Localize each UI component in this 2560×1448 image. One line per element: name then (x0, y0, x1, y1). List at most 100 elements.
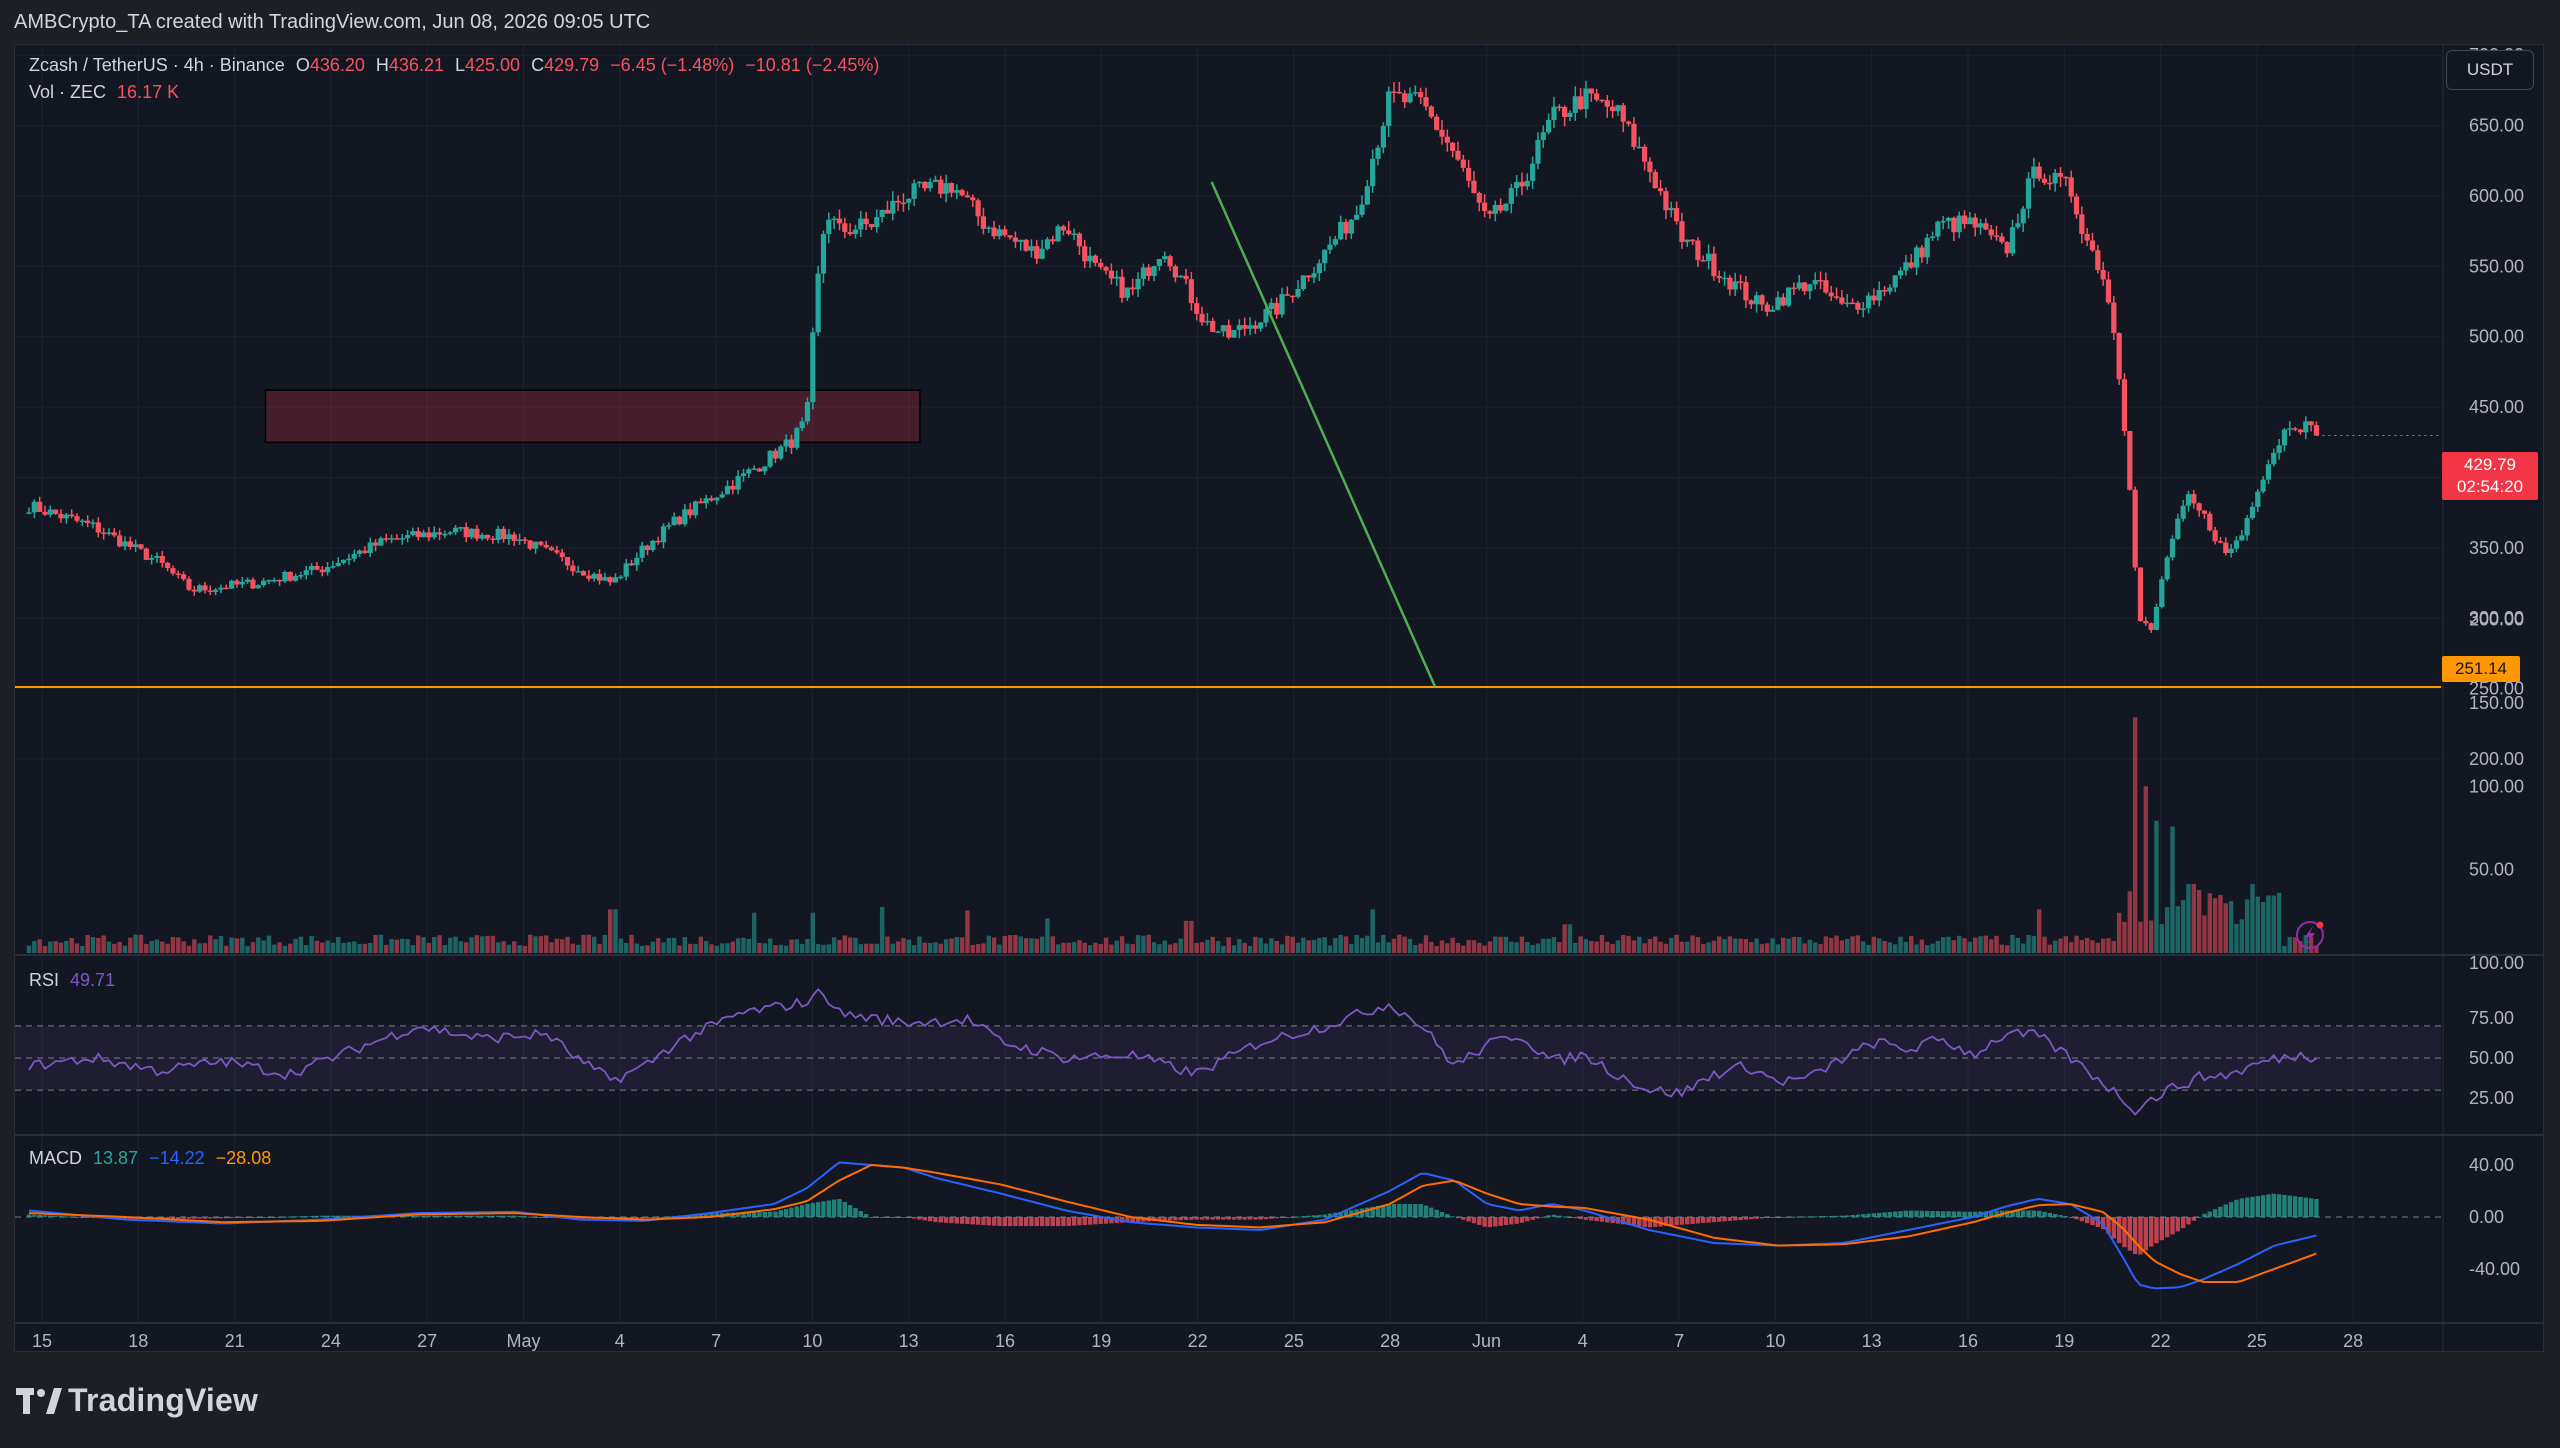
macd-hist-bar-34 (208, 1217, 213, 1219)
symbol-title[interactable]: Zcash / TetherUS · 4h · Binance (29, 55, 285, 75)
macd-hist-bar-399 (2154, 1217, 2159, 1244)
volume-bar-232 (1263, 943, 1269, 953)
macd-hist-bar-157 (863, 1214, 869, 1217)
volume-label[interactable]: Vol · ZEC (29, 82, 107, 102)
rsi-label[interactable]: RSI (29, 970, 60, 990)
volume-bar-41 (245, 946, 250, 953)
volume-bar-14 (101, 935, 106, 953)
candle-body-168 (922, 181, 928, 189)
candle-body-134 (740, 473, 747, 477)
volume-bar-87 (490, 935, 496, 953)
macd-hist-bar-243 (1322, 1214, 1327, 1217)
volume-bar-324 (1754, 938, 1759, 953)
volume-bar-296 (1605, 941, 1610, 953)
macd-hist-bar-365 (1972, 1211, 1978, 1217)
macd-hist-bar-188 (1029, 1217, 1034, 1227)
time-tick-label: 7 (1674, 1331, 1684, 1351)
candle-body-165 (906, 198, 912, 203)
chart-canvas[interactable]: 200.00250.00300.00350.00400.00450.00500.… (15, 45, 2544, 1352)
macd-hist-bar-83 (469, 1215, 474, 1217)
candle-body-27 (170, 568, 176, 574)
macd-hist-bar-177 (970, 1217, 975, 1225)
volume-bar-289 (1567, 924, 1573, 953)
volume-bar-306 (1658, 941, 1663, 953)
candle-body-101 (564, 557, 571, 566)
macd-hist-bar-272 (1477, 1217, 1482, 1225)
volume-bar-107 (597, 943, 602, 953)
candle-body-29 (181, 574, 187, 580)
volume-bar-74 (421, 937, 426, 953)
macd-hist-bar-180 (986, 1217, 991, 1226)
volume-bar-321 (1738, 938, 1743, 953)
macd-hist-bar-179 (981, 1217, 986, 1226)
time-tick-label: 10 (802, 1331, 822, 1351)
candle-body-352 (1903, 262, 1909, 271)
volume-bar-316 (1711, 940, 1717, 953)
volume-bar-209 (1141, 935, 1146, 953)
volume-bar-322 (1743, 939, 1749, 953)
macd-hist-bar-103 (575, 1217, 581, 1220)
chart-frame[interactable]: 200.00250.00300.00350.00400.00450.00500.… (14, 44, 2544, 1352)
volume-bar-58 (336, 936, 341, 953)
candle-body-80 (452, 527, 459, 533)
macd-hist-bar-274 (1487, 1217, 1493, 1228)
macd-hist-bar-178 (975, 1217, 981, 1225)
macd-hist-bar-207 (1130, 1217, 1135, 1223)
volume-bar-220 (1199, 942, 1205, 953)
time-tick-label: 15 (32, 1331, 52, 1351)
macd-hist-bar-313 (1695, 1217, 1701, 1224)
volume-bar-340 (1839, 940, 1845, 953)
macd-hist-bar-219 (1194, 1217, 1199, 1220)
candle-body-264 (1434, 116, 1440, 130)
candle-body-307 (1663, 191, 1669, 211)
candle-body-111 (618, 576, 624, 579)
macd-hist-bar-321 (1738, 1217, 1743, 1221)
macd-hist-bar-253 (1375, 1205, 1381, 1217)
volume-bar-178 (975, 944, 981, 953)
macd-hist-bar-286 (1551, 1214, 1557, 1217)
currency-button[interactable]: USDT (2446, 50, 2534, 90)
candle-body-130 (719, 494, 725, 498)
candle-body-216 (1178, 275, 1184, 278)
volume-bar-266 (1445, 943, 1450, 953)
macd-hist-bar-45 (266, 1217, 272, 1218)
volume-bar-5 (53, 941, 58, 953)
macd-hist-bar-275 (1493, 1217, 1498, 1227)
candle-body-267 (1450, 142, 1456, 151)
tradingview-logo[interactable]: TradingView (16, 1382, 258, 1419)
macd-label[interactable]: MACD (29, 1148, 82, 1168)
candle-body-20 (133, 544, 139, 547)
candle-body-160 (879, 209, 885, 217)
candle-body-371 (2004, 242, 2010, 254)
candle-body-133 (735, 476, 741, 490)
volume-bar-152 (837, 940, 842, 953)
volume-bar-208 (1135, 935, 1141, 953)
macd-hist-bar-396 (2138, 1217, 2143, 1255)
resistance-zone (264, 389, 921, 444)
volume-bar-217 (1183, 920, 1189, 953)
volume-bar-13 (96, 937, 101, 953)
volume-bar-189 (1034, 938, 1039, 953)
time-tick-label: 25 (2247, 1331, 2267, 1351)
volume-bar-287 (1557, 942, 1562, 953)
volume-bar-112 (623, 943, 629, 953)
macd-hist-bar-425 (2292, 1196, 2298, 1217)
candle-body-162 (890, 200, 896, 214)
macd-hist-bar-164 (901, 1217, 906, 1218)
candle-body-156 (858, 218, 864, 230)
macd-hist-bar-270 (1466, 1217, 1471, 1222)
volume-bar-44 (261, 940, 266, 953)
volume-bar-0 (26, 945, 32, 953)
volume-bar-303 (1642, 943, 1647, 953)
candle-body-78 (442, 533, 448, 536)
candle-body-187 (1023, 239, 1029, 251)
volume-bar-226 (1231, 945, 1237, 953)
macd-hist-bar-53 (309, 1215, 314, 1217)
candle-body-54 (314, 565, 320, 570)
macd-hist-bar-79 (448, 1215, 453, 1217)
macd-hist-bar-128 (709, 1213, 714, 1217)
volume-bar-81 (458, 941, 464, 953)
macd-legend: MACD 13.87 −14.22 −28.08 (29, 1148, 271, 1169)
macd-hist-bar-194 (1061, 1217, 1066, 1227)
macd-hist-bar-328 (1775, 1217, 1781, 1218)
